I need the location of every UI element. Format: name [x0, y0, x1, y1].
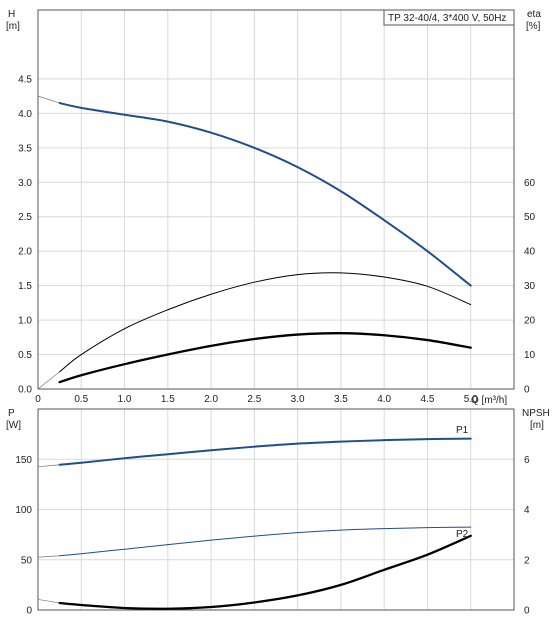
- right-y-tick-label: 40: [524, 247, 536, 258]
- top-chart-frame: [37, 9, 515, 390]
- left-y-tick-label: 2.0: [18, 247, 32, 258]
- left-y-tick-label: 4.0: [18, 109, 32, 120]
- bottom-right-y-ticks: 0 2 4 6: [524, 455, 530, 617]
- left-y-tick-label: 3.5: [18, 143, 32, 154]
- x-tick-label: 3.0: [291, 394, 305, 405]
- right-y-tick-label: 10: [524, 350, 536, 361]
- top-right-axis-label-line2: [%]: [526, 21, 541, 32]
- x-tick-label: 2.5: [247, 394, 261, 405]
- left-y-tick-label: 0.5: [18, 350, 32, 361]
- top-left-axis-label-line2: [m]: [6, 21, 20, 32]
- h-extension-curve: [37, 95, 60, 104]
- bottom-right-axis-label-line2: [m]: [530, 420, 544, 431]
- x-tick-label: 4.0: [377, 394, 391, 405]
- p1-curve-label: P1: [456, 425, 469, 436]
- x-tick-label: 0.5: [74, 394, 88, 405]
- bottom-chart-frame: [37, 408, 515, 611]
- right-y-tick-label: 2: [524, 555, 530, 566]
- x-tick-label: 2.0: [204, 394, 218, 405]
- bottom-left-y-ticks: 0 50 100 150: [15, 455, 32, 617]
- top-series-group: [37, 95, 472, 390]
- p1-extension-curve: [37, 464, 60, 468]
- eta-pump-curve: [59, 272, 472, 373]
- left-y-tick-label: 2.5: [18, 212, 32, 223]
- left-y-tick-label: 0: [26, 606, 32, 617]
- npsh-extension-curve: [37, 599, 60, 604]
- bottom-left-axis-label-line1: P: [8, 408, 15, 419]
- bottom-series-group: [37, 437, 472, 610]
- left-y-tick-label: 1.5: [18, 281, 32, 292]
- right-y-tick-label: 0: [524, 385, 530, 396]
- h-curve: [58, 102, 472, 287]
- npsh-curve: [58, 534, 472, 610]
- right-y-tick-label: 4: [524, 505, 530, 516]
- chart-title-box: [383, 9, 515, 26]
- left-y-tick-label: 4.5: [18, 74, 32, 85]
- eta-total-curve: [58, 332, 472, 384]
- x-tick-label: 5.0: [464, 394, 478, 405]
- bottom-left-axis-label-line2: [W]: [6, 420, 21, 431]
- chart-title: TP 32-40/4, 3*400 V, 50Hz: [388, 13, 506, 24]
- right-y-tick-label: 20: [524, 316, 536, 327]
- top-right-axis-label-line1: eta: [527, 9, 541, 20]
- right-y-tick-label: 50: [524, 212, 536, 223]
- left-y-tick-label: 100: [15, 505, 32, 516]
- eta-extension-curve: [37, 371, 60, 390]
- top-x-ticks: 0 0.5 1.0 1.5 2.0 2.5 3.0 3.5 4.0 4.5 5.0: [35, 394, 478, 405]
- top-right-y-ticks: 0 10 20 30 40 50 60: [524, 178, 536, 396]
- right-y-tick-label: 60: [524, 178, 536, 189]
- top-left-axis-label-line1: H: [8, 9, 15, 20]
- x-tick-label: 1.5: [161, 394, 175, 405]
- left-y-tick-label: 0.0: [18, 385, 32, 396]
- bottom-right-axis-label-line1: NPSH: [522, 408, 550, 419]
- p2-curve-label: P2: [456, 529, 469, 540]
- left-y-tick-label: 1.0: [18, 316, 32, 327]
- right-y-tick-label: 6: [524, 455, 530, 466]
- top-chart: 0 0.5 1.0 1.5 2.0 2.5 3.0 3.5 4.0 4.5 5.0 0.0 0.5 1.…: [6, 9, 541, 406]
- top-left-y-ticks: 0.0 0.5 1.0 1.5 2.0 2.5 3.0 3.5 4.0 4.5: [18, 74, 32, 395]
- left-y-tick-label: 50: [21, 555, 33, 566]
- top-chart-grid: [38, 10, 514, 389]
- left-y-tick-label: 150: [15, 455, 32, 466]
- x-tick-label: 0: [35, 394, 41, 405]
- p2-extension-curve: [37, 555, 60, 558]
- bottom-chart: 0 50 100 150 0 2 4 6 P [W] NPSH [m] P1 P2: [6, 408, 550, 617]
- right-y-tick-label: 0: [524, 606, 530, 617]
- x-tick-label: 1.0: [118, 394, 132, 405]
- left-y-tick-label: 3.0: [18, 178, 32, 189]
- p2-curve: [59, 526, 472, 557]
- x-tick-label: 4.5: [421, 394, 435, 405]
- x-tick-label: 3.5: [334, 394, 348, 405]
- top-x-axis-label: Q [m³/h]: [471, 395, 507, 406]
- p1-curve: [58, 437, 472, 466]
- right-y-tick-label: 30: [524, 281, 536, 292]
